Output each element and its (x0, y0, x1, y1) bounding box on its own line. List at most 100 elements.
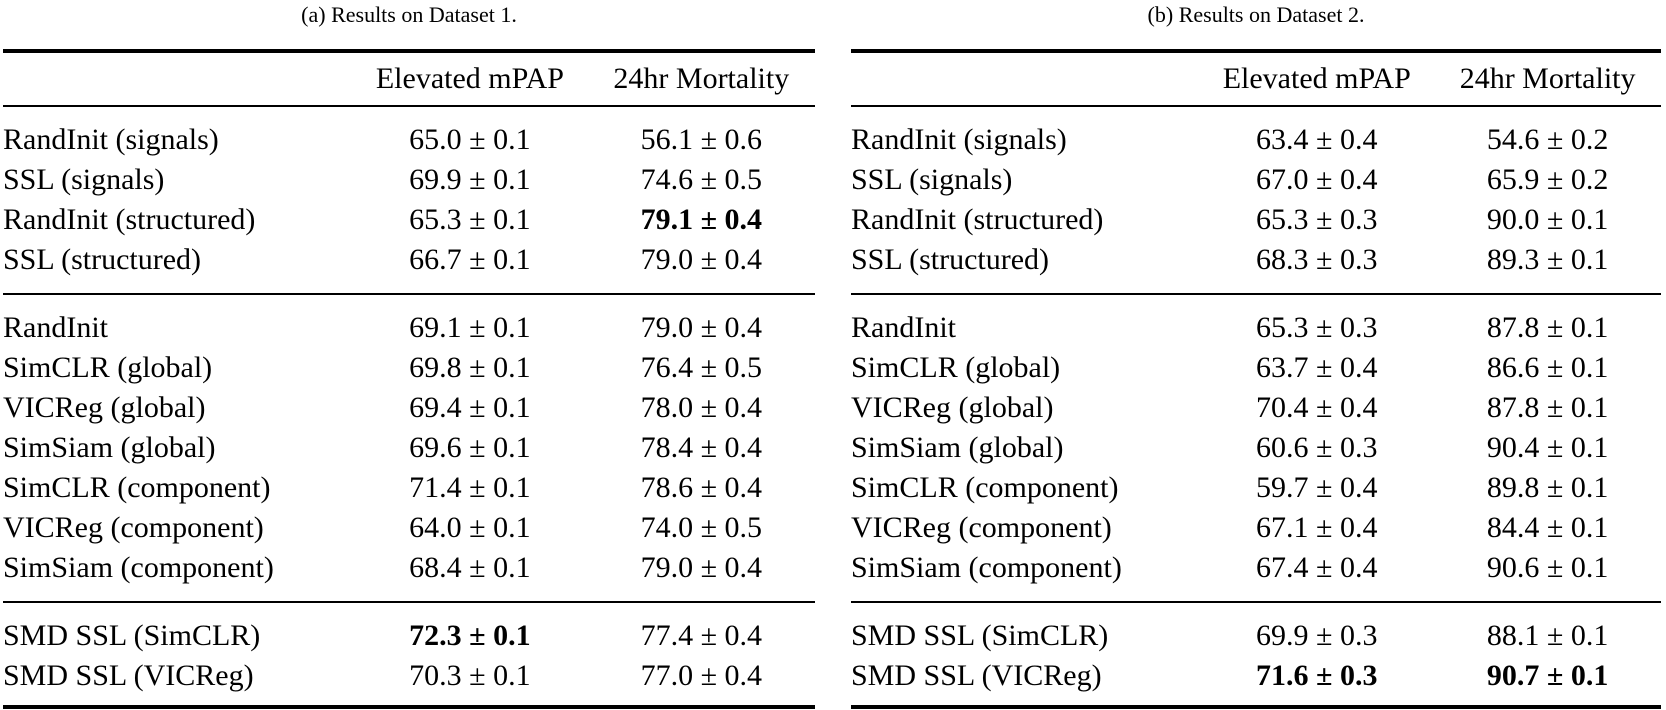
method-cell: RandInit (signals) (851, 123, 1067, 156)
method-cell: SMD SSL (SimCLR) (851, 619, 1109, 652)
method-cell: SimCLR (global) (3, 351, 213, 384)
method-cell: SSL (structured) (3, 243, 202, 276)
table-row: SimSiam (component) 68.4 ± 0.1 79.0 ± 0.4 (3, 548, 815, 602)
table-row: SimSiam (component) 67.4 ± 0.4 90.6 ± 0.1 (851, 548, 1661, 602)
method-cell: SSL (structured) (851, 243, 1050, 276)
value-cell: 56.1 ± 0.6 (640, 123, 763, 156)
method-cell: SimSiam (component) (851, 551, 1122, 584)
table-row: SimCLR (component) 71.4 ± 0.1 78.6 ± 0.4 (3, 468, 815, 508)
value-cell: 77.4 ± 0.4 (640, 619, 763, 652)
method-column-header (851, 51, 1200, 107)
value-cell: 78.4 ± 0.4 (640, 431, 763, 464)
value-cell: 63.7 ± 0.4 (1256, 351, 1378, 384)
column-header-elevated-mpap: Elevated mPAP (352, 51, 588, 107)
method-cell: VICReg (component) (851, 511, 1112, 544)
method-cell: RandInit (851, 311, 956, 344)
method-cell: SimCLR (global) (851, 351, 1061, 384)
method-cell: VICReg (component) (3, 511, 264, 544)
table-row: SMD SSL (SimCLR) 69.9 ± 0.3 88.1 ± 0.1 (851, 602, 1661, 656)
value-cell: 79.1 ± 0.4 (640, 203, 763, 236)
results-table: Elevated mPAP 24hr Mortality RandInit (s… (851, 49, 1661, 709)
value-cell: 78.6 ± 0.4 (640, 471, 763, 504)
method-cell: SimSiam (global) (851, 431, 1064, 464)
value-cell: 79.0 ± 0.4 (640, 243, 763, 276)
table-section-3: SMD SSL (SimCLR) 72.3 ± 0.1 77.4 ± 0.4 SMD … (3, 602, 815, 707)
results-subtable-b: (b) Results on Dataset 2. Elevated mPAP … (851, 0, 1661, 709)
table-row: SMD SSL (SimCLR) 72.3 ± 0.1 77.4 ± 0.4 (3, 602, 815, 656)
table-row: RandInit 69.1 ± 0.1 79.0 ± 0.4 (3, 294, 815, 348)
header-row: Elevated mPAP 24hr Mortality (851, 51, 1661, 107)
method-cell: RandInit (structured) (3, 203, 256, 236)
value-cell: 66.7 ± 0.1 (409, 243, 531, 276)
column-header-elevated-mpap: Elevated mPAP (1199, 51, 1435, 107)
value-cell: 90.7 ± 0.1 (1486, 659, 1609, 692)
value-cell: 69.8 ± 0.1 (409, 351, 531, 384)
method-column-header (3, 51, 353, 107)
method-cell: VICReg (global) (3, 391, 206, 424)
table-row: SimSiam (global) 69.6 ± 0.1 78.4 ± 0.4 (3, 428, 815, 468)
table-row: RandInit (structured) 65.3 ± 0.3 90.0 ± 0.… (851, 200, 1661, 240)
value-cell: 67.1 ± 0.4 (1256, 511, 1378, 544)
header-row: Elevated mPAP 24hr Mortality (3, 51, 815, 107)
table-row: SimCLR (global) 63.7 ± 0.4 86.6 ± 0.1 (851, 348, 1661, 388)
table-row: VICReg (component) 67.1 ± 0.4 84.4 ± 0.1 (851, 508, 1661, 548)
value-cell: 67.0 ± 0.4 (1256, 163, 1378, 196)
results-subtable-a: (a) Results on Dataset 1. Elevated mPAP … (3, 0, 815, 709)
method-cell: RandInit (structured) (851, 203, 1104, 236)
value-cell: 76.4 ± 0.5 (640, 351, 763, 384)
value-cell: 60.6 ± 0.3 (1256, 431, 1378, 464)
value-cell: 87.8 ± 0.1 (1486, 391, 1609, 424)
table-row: SSL (signals) 67.0 ± 0.4 65.9 ± 0.2 (851, 160, 1661, 200)
value-cell: 70.4 ± 0.4 (1256, 391, 1378, 424)
table-header: Elevated mPAP 24hr Mortality (3, 51, 815, 107)
value-cell: 65.3 ± 0.3 (1256, 203, 1378, 236)
value-cell: 74.6 ± 0.5 (640, 163, 763, 196)
table-section-2: RandInit 69.1 ± 0.1 79.0 ± 0.4 SimCLR (glob… (3, 294, 815, 602)
value-cell: 84.4 ± 0.1 (1486, 511, 1609, 544)
value-cell: 71.4 ± 0.1 (409, 471, 531, 504)
value-cell: 70.3 ± 0.1 (409, 659, 531, 692)
method-cell: SMD SSL (VICReg) (851, 659, 1102, 692)
value-cell: 54.6 ± 0.2 (1486, 123, 1609, 156)
value-cell: 68.3 ± 0.3 (1256, 243, 1378, 276)
table-row: SSL (signals) 69.9 ± 0.1 74.6 ± 0.5 (3, 160, 815, 200)
value-cell: 90.6 ± 0.1 (1486, 551, 1609, 584)
method-cell: SSL (signals) (3, 163, 165, 196)
table-row: SSL (structured) 68.3 ± 0.3 89.3 ± 0.1 (851, 240, 1661, 294)
value-cell: 63.4 ± 0.4 (1256, 123, 1378, 156)
table-row: SSL (structured) 66.7 ± 0.1 79.0 ± 0.4 (3, 240, 815, 294)
value-cell: 65.0 ± 0.1 (409, 123, 531, 156)
method-cell: SimCLR (component) (851, 471, 1119, 504)
value-cell: 79.0 ± 0.4 (640, 311, 763, 344)
value-cell: 87.8 ± 0.1 (1486, 311, 1609, 344)
method-cell: RandInit (signals) (3, 123, 219, 156)
table-section-1: RandInit (signals) 65.0 ± 0.1 56.1 ± 0.6 SS… (3, 106, 815, 294)
value-cell: 72.3 ± 0.1 (409, 619, 531, 652)
value-cell: 74.0 ± 0.5 (640, 511, 763, 544)
table-section-2: RandInit 65.3 ± 0.3 87.8 ± 0.1 SimCLR (glob… (851, 294, 1661, 602)
method-cell: SimCLR (component) (3, 471, 271, 504)
method-cell: SSL (signals) (851, 163, 1013, 196)
value-cell: 78.0 ± 0.4 (640, 391, 763, 424)
method-cell: RandInit (3, 311, 108, 344)
method-cell: SimSiam (global) (3, 431, 216, 464)
value-cell: 89.8 ± 0.1 (1486, 471, 1609, 504)
value-cell: 67.4 ± 0.4 (1256, 551, 1378, 584)
table-row: SMD SSL (VICReg) 70.3 ± 0.1 77.0 ± 0.4 (3, 656, 815, 707)
value-cell: 79.0 ± 0.4 (640, 551, 763, 584)
table-row: RandInit (signals) 65.0 ± 0.1 56.1 ± 0.6 (3, 106, 815, 160)
method-cell: VICReg (global) (851, 391, 1054, 424)
method-cell: SMD SSL (VICReg) (3, 659, 254, 692)
table-caption: (a) Results on Dataset 1. (301, 2, 517, 27)
results-table: Elevated mPAP 24hr Mortality RandInit (s… (3, 49, 815, 709)
table-row: VICReg (global) 70.4 ± 0.4 87.8 ± 0.1 (851, 388, 1661, 428)
table-section-1: RandInit (signals) 63.4 ± 0.4 54.6 ± 0.2 SS… (851, 106, 1661, 294)
table-section-3: SMD SSL (SimCLR) 69.9 ± 0.3 88.1 ± 0.1 SMD … (851, 602, 1661, 707)
value-cell: 64.0 ± 0.1 (409, 511, 531, 544)
table-caption: (b) Results on Dataset 2. (1147, 2, 1365, 27)
table-row: RandInit (signals) 63.4 ± 0.4 54.6 ± 0.2 (851, 106, 1661, 160)
value-cell: 69.1 ± 0.1 (409, 311, 531, 344)
table-row: SimCLR (component) 59.7 ± 0.4 89.8 ± 0.1 (851, 468, 1661, 508)
value-cell: 65.3 ± 0.1 (409, 203, 531, 236)
value-cell: 69.6 ± 0.1 (409, 431, 531, 464)
